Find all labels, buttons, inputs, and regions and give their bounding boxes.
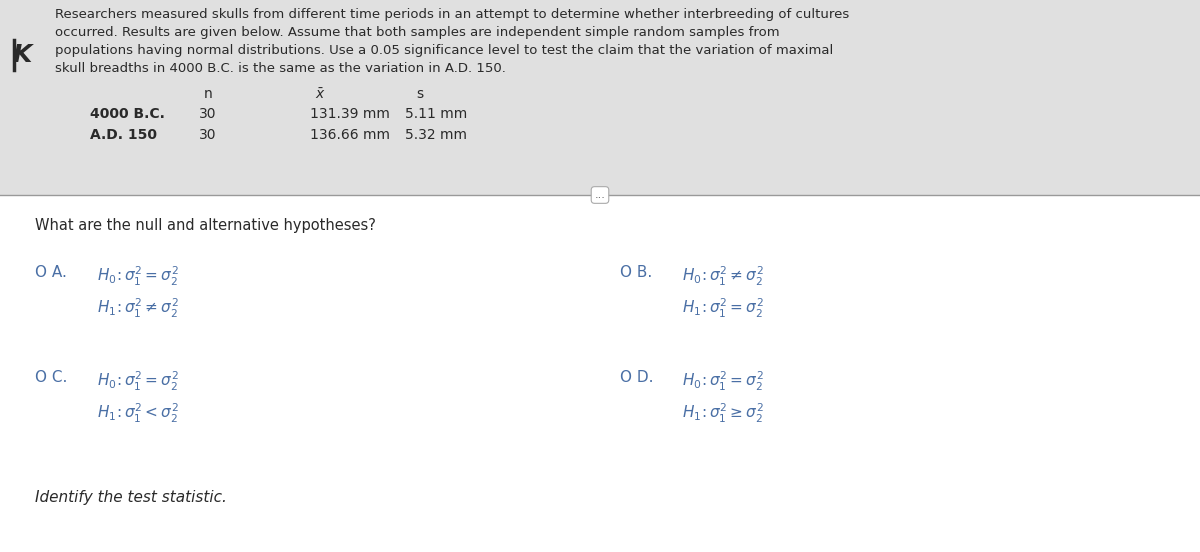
Text: O A.: O A. — [35, 265, 67, 280]
Text: A.D. 150: A.D. 150 — [90, 128, 157, 142]
Text: occurred. Results are given below. Assume that both samples are independent simp: occurred. Results are given below. Assum… — [55, 26, 780, 39]
Text: 5.32 mm: 5.32 mm — [406, 128, 467, 142]
Text: 4000 B.C.: 4000 B.C. — [90, 107, 164, 121]
Text: Identify the test statistic.: Identify the test statistic. — [35, 490, 227, 505]
Text: O C.: O C. — [35, 370, 67, 385]
Text: $H_1\!: \sigma_1^2 \geq \sigma_2^2$: $H_1\!: \sigma_1^2 \geq \sigma_2^2$ — [682, 402, 763, 425]
Text: $H_1\!: \sigma_1^2 < \sigma_2^2$: $H_1\!: \sigma_1^2 < \sigma_2^2$ — [97, 402, 179, 425]
Text: $H_1\!: \sigma_1^2 = \sigma_2^2$: $H_1\!: \sigma_1^2 = \sigma_2^2$ — [682, 297, 763, 320]
Text: skull breadths in 4000 B.C. is the same as the variation in A.D. 150.: skull breadths in 4000 B.C. is the same … — [55, 62, 506, 75]
Text: 136.66 mm: 136.66 mm — [310, 128, 390, 142]
Bar — [0, 195, 1200, 552]
Text: ...: ... — [594, 190, 606, 200]
Text: $H_0\!: \sigma_1^2 = \sigma_2^2$: $H_0\!: \sigma_1^2 = \sigma_2^2$ — [97, 370, 179, 393]
Bar — [0, 0, 1200, 220]
Text: n: n — [204, 87, 212, 101]
Text: Researchers measured skulls from different time periods in an attempt to determi: Researchers measured skulls from differe… — [55, 8, 850, 21]
Text: 5.11 mm: 5.11 mm — [406, 107, 467, 121]
Text: s: s — [416, 87, 424, 101]
Text: O D.: O D. — [620, 370, 654, 385]
Text: 30: 30 — [199, 107, 217, 121]
Text: $H_0\!: \sigma_1^2 = \sigma_2^2$: $H_0\!: \sigma_1^2 = \sigma_2^2$ — [682, 370, 763, 393]
Text: 131.39 mm: 131.39 mm — [310, 107, 390, 121]
Text: populations having normal distributions. Use a 0.05 significance level to test t: populations having normal distributions.… — [55, 44, 833, 57]
Text: O B.: O B. — [620, 265, 653, 280]
Text: K: K — [12, 43, 31, 67]
Text: $\bar{x}$: $\bar{x}$ — [314, 87, 325, 102]
Text: $H_0\!: \sigma_1^2 = \sigma_2^2$: $H_0\!: \sigma_1^2 = \sigma_2^2$ — [97, 265, 179, 288]
Text: What are the null and alternative hypotheses?: What are the null and alternative hypoth… — [35, 218, 376, 233]
Text: $H_1\!: \sigma_1^2 \neq \sigma_2^2$: $H_1\!: \sigma_1^2 \neq \sigma_2^2$ — [97, 297, 179, 320]
Text: $H_0\!: \sigma_1^2 \neq \sigma_2^2$: $H_0\!: \sigma_1^2 \neq \sigma_2^2$ — [682, 265, 763, 288]
Text: 30: 30 — [199, 128, 217, 142]
